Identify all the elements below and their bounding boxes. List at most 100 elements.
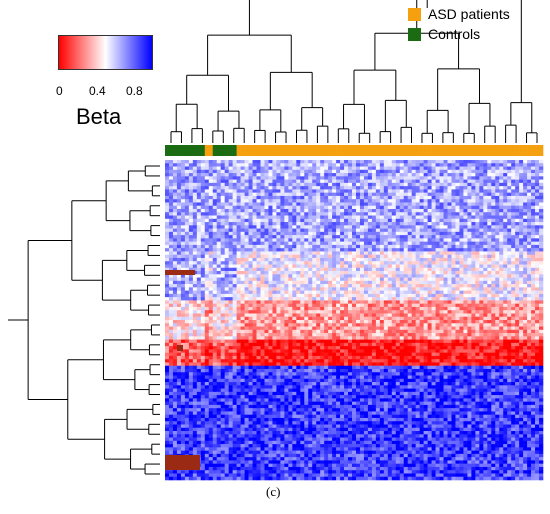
heatmap-cell xyxy=(387,277,393,282)
heatmap-cell xyxy=(487,173,492,177)
heatmap-cell xyxy=(188,231,194,236)
heatmap-cell xyxy=(320,166,325,171)
heatmap-cell xyxy=(248,176,253,180)
heatmap-cell xyxy=(272,280,277,285)
heatmap-cell xyxy=(232,212,237,216)
heatmap-cell xyxy=(192,215,198,220)
heatmap-cell xyxy=(296,277,301,282)
heatmap-cell xyxy=(264,257,269,262)
heatmap-cell xyxy=(276,251,281,255)
heatmap-cell xyxy=(359,228,365,233)
heatmap-cell xyxy=(208,195,214,200)
heatmap-cell xyxy=(515,215,520,220)
heatmap-cell xyxy=(204,205,210,210)
heatmap-cell xyxy=(220,290,225,295)
heatmap-cell xyxy=(244,264,249,269)
heatmap-cell xyxy=(276,215,281,220)
heatmap-cell xyxy=(491,293,496,298)
heatmap-cell xyxy=(511,169,516,174)
heatmap-cell xyxy=(196,231,202,236)
heatmap-cell xyxy=(236,257,241,262)
heatmap-cell xyxy=(304,179,309,184)
heatmap-cell xyxy=(383,274,389,278)
heatmap-cell xyxy=(527,251,532,255)
heatmap-cell xyxy=(264,169,269,174)
heatmap-cell xyxy=(292,251,297,255)
heatmap-cell xyxy=(200,176,206,180)
heatmap-cell xyxy=(467,238,472,242)
heatmap-cell xyxy=(483,160,488,164)
heatmap-cell xyxy=(280,225,285,229)
heatmap-cell xyxy=(304,244,309,249)
heatmap-cell xyxy=(165,251,170,255)
heatmap-cell xyxy=(288,287,293,291)
heatmap-cell xyxy=(348,186,353,190)
heatmap-cell xyxy=(284,205,289,210)
heatmap-cell xyxy=(188,267,194,272)
heatmap-cell xyxy=(236,264,241,269)
heatmap-cell xyxy=(284,280,289,285)
heatmap-cell xyxy=(379,248,385,252)
heatmap-cell xyxy=(399,195,405,200)
heatmap-cell xyxy=(475,231,480,236)
heatmap-cell xyxy=(395,310,401,314)
heatmap-cell xyxy=(411,254,416,259)
heatmap-cell xyxy=(264,205,269,210)
heatmap-cell xyxy=(515,280,520,285)
heatmap-cell xyxy=(200,166,206,171)
heatmap-cell xyxy=(336,186,341,190)
heatmap-cell xyxy=(208,186,214,190)
heatmap-cell xyxy=(180,208,186,213)
heatmap-cell xyxy=(324,261,329,265)
heatmap-cell xyxy=(168,212,174,216)
heatmap-cell xyxy=(443,182,448,187)
heatmap-cell xyxy=(256,254,261,259)
heatmap-cell xyxy=(355,186,361,190)
heatmap-cell xyxy=(507,215,512,220)
heatmap-cell xyxy=(332,297,337,301)
heatmap-cell xyxy=(204,316,210,321)
heatmap-cell xyxy=(320,271,325,275)
heatmap-cell xyxy=(300,182,305,187)
heatmap-cell xyxy=(511,257,516,262)
heatmap-cell xyxy=(367,195,373,200)
heatmap-cell xyxy=(467,202,472,207)
heatmap-cell xyxy=(276,290,281,295)
heatmap-cell xyxy=(200,182,206,187)
heatmap-cell xyxy=(519,228,524,233)
heatmap-cell xyxy=(523,163,528,167)
heatmap-cell xyxy=(407,208,412,213)
heatmap-cell xyxy=(459,202,464,207)
heatmap-cell xyxy=(324,199,329,203)
heatmap-cell xyxy=(168,235,174,239)
heatmap-cell xyxy=(192,202,198,207)
heatmap-cell xyxy=(367,238,373,242)
heatmap-cell xyxy=(359,297,365,301)
heatmap-cell xyxy=(355,179,361,184)
heatmap-cell xyxy=(359,160,365,164)
heatmap-cell xyxy=(507,280,512,285)
heatmap-cell xyxy=(379,169,385,174)
heatmap-cell xyxy=(475,205,480,210)
heatmap-cell xyxy=(443,303,448,308)
heatmap-cell xyxy=(399,163,405,167)
heatmap-cell xyxy=(451,218,456,223)
heatmap-cell xyxy=(248,225,253,229)
heatmap-cell xyxy=(495,303,500,308)
heatmap-cell xyxy=(320,287,325,291)
heatmap-cell xyxy=(511,303,516,308)
heatmap-cell xyxy=(467,195,472,200)
heatmap-cell xyxy=(471,182,476,187)
heatmap-cell xyxy=(196,303,202,308)
heatmap-cell xyxy=(475,244,480,249)
heatmap-cell xyxy=(527,160,532,164)
heatmap-cell xyxy=(451,277,456,282)
heatmap-cell xyxy=(240,248,245,252)
heatmap-cell xyxy=(483,297,488,301)
heatmap-cell xyxy=(431,218,436,223)
heatmap-cell xyxy=(176,160,182,164)
heatmap-cell xyxy=(352,300,357,304)
group-bar-cell xyxy=(224,145,229,156)
heatmap-cell xyxy=(487,244,492,249)
heatmap-cell xyxy=(391,179,397,184)
